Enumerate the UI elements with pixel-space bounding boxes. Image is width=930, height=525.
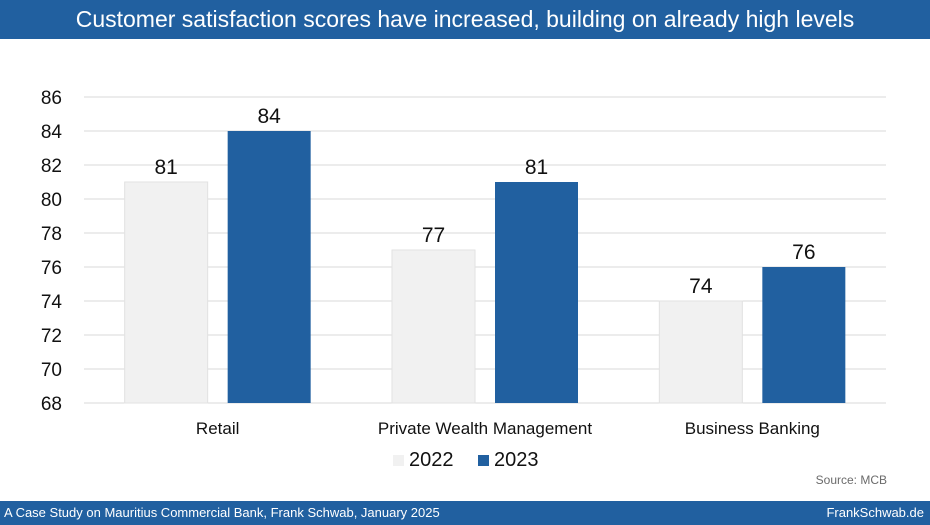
y-tick-label: 78 bbox=[41, 224, 62, 245]
y-tick-label: 84 bbox=[41, 122, 63, 143]
y-tick-label: 74 bbox=[41, 292, 63, 313]
data-label: 81 bbox=[154, 156, 177, 179]
x-tick-label: Business Banking bbox=[685, 419, 820, 438]
bar bbox=[391, 249, 476, 404]
y-tick-label: 76 bbox=[41, 258, 62, 279]
x-tick-label: Retail bbox=[196, 419, 239, 438]
bar bbox=[762, 267, 846, 403]
data-label: 74 bbox=[689, 275, 713, 298]
data-label: 77 bbox=[422, 224, 445, 247]
bar-chart: 68 70 72 74 76 78 80 82 84 86 81 84 Retail 77 81 Privat… bbox=[41, 88, 886, 471]
legend-swatch bbox=[478, 455, 489, 466]
source-note: Source: MCB bbox=[815, 473, 887, 487]
y-tick-label: 82 bbox=[41, 156, 62, 177]
legend-swatch bbox=[393, 455, 404, 466]
footer-bar: A Case Study on Mauritius Commercial Ban… bbox=[0, 501, 930, 525]
footer-site-link[interactable]: FrankSchwab.de bbox=[826, 505, 924, 520]
legend-label: 2022 bbox=[409, 449, 454, 471]
y-tick-label: 70 bbox=[41, 360, 62, 381]
bar bbox=[124, 181, 209, 404]
bar bbox=[495, 182, 578, 403]
chart-title: Customer satisfaction scores have increa… bbox=[0, 0, 930, 39]
data-label: 76 bbox=[792, 241, 815, 264]
y-tick-label: 68 bbox=[41, 394, 62, 415]
footer-credit: A Case Study on Mauritius Commercial Ban… bbox=[4, 505, 440, 520]
bar bbox=[658, 300, 743, 404]
y-tick-label: 72 bbox=[41, 326, 62, 347]
x-tick-label: Private Wealth Management bbox=[378, 419, 592, 438]
data-label: 81 bbox=[525, 156, 548, 179]
bar bbox=[227, 131, 311, 403]
y-tick-label: 80 bbox=[41, 190, 62, 211]
y-tick-label: 86 bbox=[41, 88, 62, 109]
data-label: 84 bbox=[257, 105, 281, 128]
legend-label: 2023 bbox=[494, 449, 539, 471]
